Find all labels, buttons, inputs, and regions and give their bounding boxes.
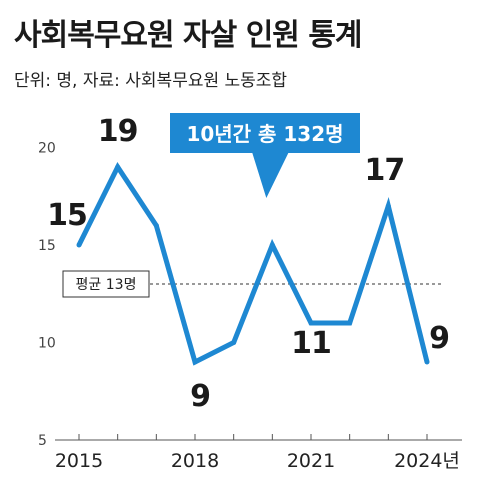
data-label: 11 <box>291 326 331 361</box>
data-point <box>115 164 121 170</box>
average-label-box <box>62 270 150 298</box>
data-point <box>385 203 391 209</box>
data-point <box>347 320 353 326</box>
callout-box <box>170 113 360 198</box>
data-point <box>192 359 198 365</box>
data-label: 9 <box>190 379 210 414</box>
x-tick-label: 2018 <box>171 450 219 472</box>
callout-label: 10년간 총 132명 <box>186 122 343 146</box>
data-point <box>269 242 275 248</box>
x-tick-label: 2021 <box>287 450 335 472</box>
chart-subtitle: 단위: 명, 자료: 사회복무요원 노동조합 <box>14 71 288 91</box>
average-label: 평균 13명 <box>76 277 137 293</box>
y-tick-label: 5 <box>38 433 47 449</box>
data-point <box>424 359 430 365</box>
data-label: 17 <box>364 153 404 188</box>
data-point <box>308 320 314 326</box>
data-label: 15 <box>47 198 87 233</box>
data-label: 9 <box>429 321 449 356</box>
data-point <box>153 223 159 228</box>
x-tick-label: 2015 <box>55 450 103 472</box>
y-tick-label: 15 <box>38 238 56 254</box>
y-tick-label: 20 <box>38 141 56 157</box>
data-label: 19 <box>98 114 138 149</box>
data-point <box>231 340 237 345</box>
x-tick-label: 2024년 <box>394 450 460 472</box>
y-tick-label: 10 <box>38 336 56 352</box>
data-point <box>76 242 82 248</box>
series-line <box>76 161 430 366</box>
chart-title: 사회복무요원 자살 인원 통계 <box>14 18 363 53</box>
